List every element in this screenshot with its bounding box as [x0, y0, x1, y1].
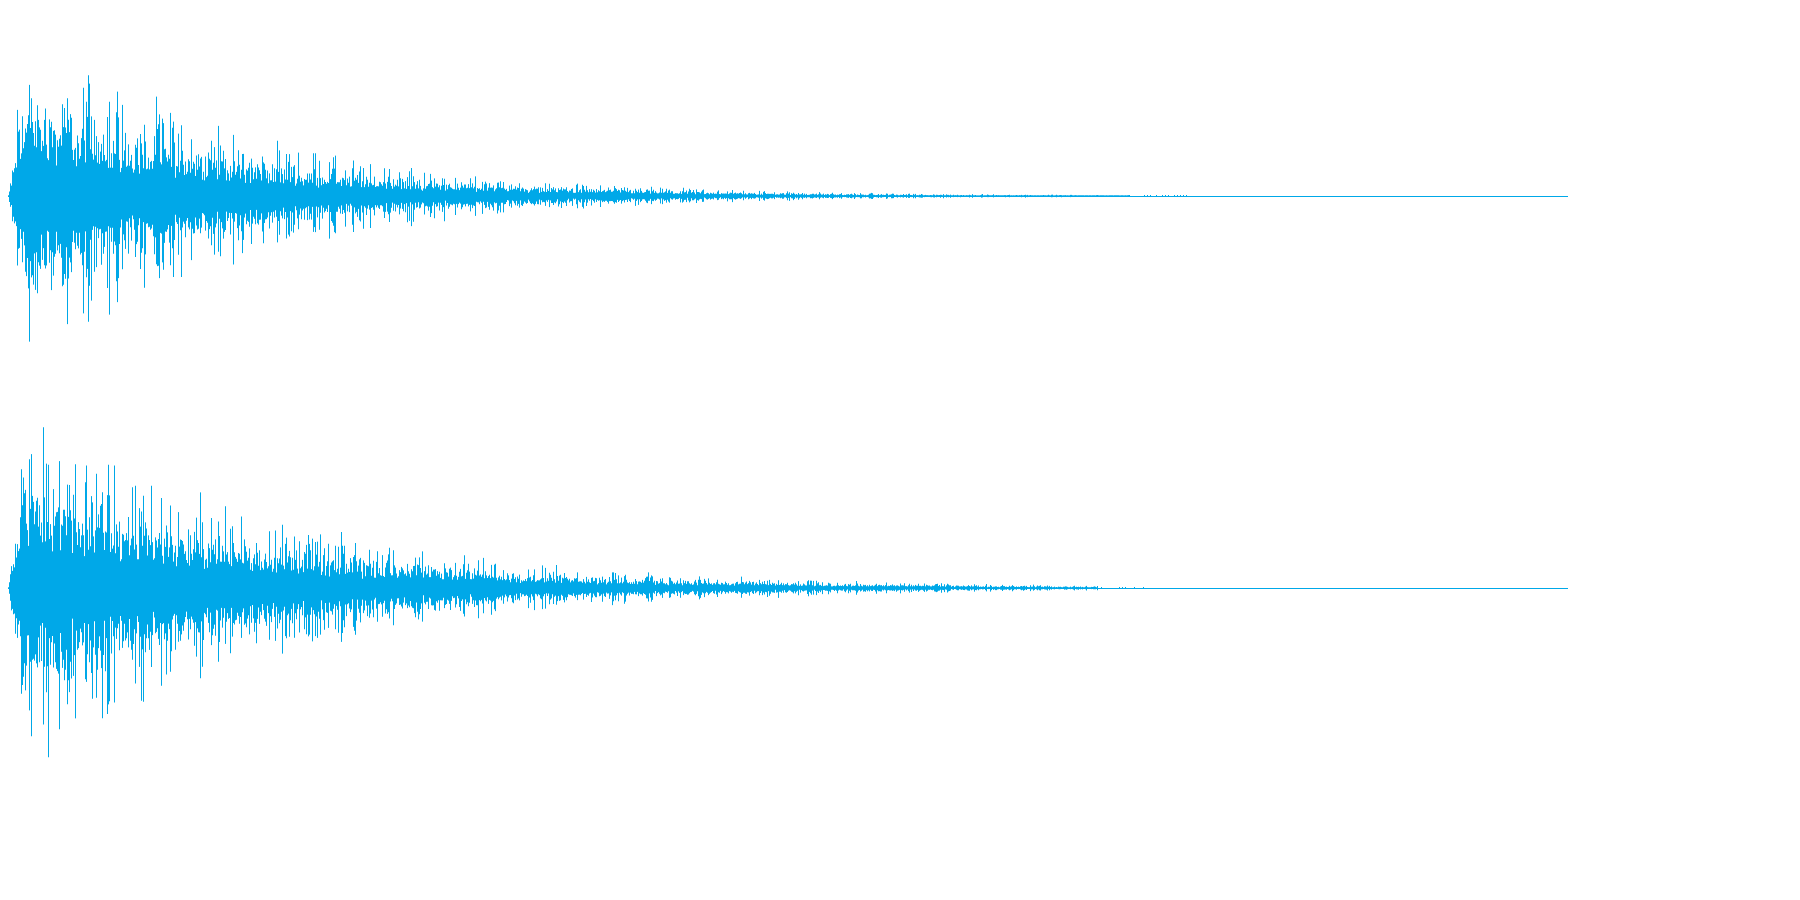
waveform-canvas[interactable]	[0, 0, 1568, 781]
waveform-signal-1	[8, 75, 1129, 342]
waveform-signal-2	[8, 427, 1098, 758]
waveform-channel-1[interactable]	[8, 75, 1568, 342]
waveform-view[interactable]	[0, 0, 1568, 781]
waveform-channel-2[interactable]	[8, 427, 1568, 758]
